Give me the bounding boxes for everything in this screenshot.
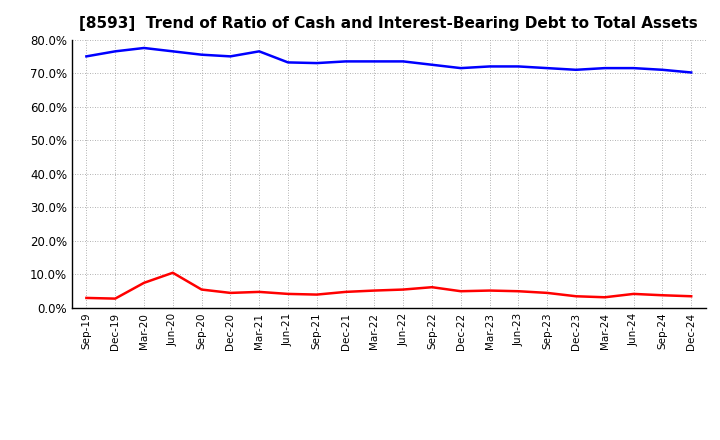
Cash	[543, 290, 552, 296]
Cash	[111, 296, 120, 301]
Interest-Bearing Debt	[428, 62, 436, 67]
Interest-Bearing Debt	[82, 54, 91, 59]
Interest-Bearing Debt	[111, 49, 120, 54]
Interest-Bearing Debt	[370, 59, 379, 64]
Cash	[284, 291, 292, 297]
Cash	[572, 293, 580, 299]
Cash	[255, 289, 264, 294]
Interest-Bearing Debt	[456, 66, 465, 71]
Cash	[399, 287, 408, 292]
Interest-Bearing Debt	[226, 54, 235, 59]
Interest-Bearing Debt	[341, 59, 350, 64]
Title: [8593]  Trend of Ratio of Cash and Interest-Bearing Debt to Total Assets: [8593] Trend of Ratio of Cash and Intere…	[79, 16, 698, 32]
Interest-Bearing Debt	[687, 70, 696, 75]
Cash	[658, 293, 667, 298]
Interest-Bearing Debt	[658, 67, 667, 73]
Interest-Bearing Debt	[168, 49, 177, 54]
Interest-Bearing Debt	[284, 60, 292, 65]
Interest-Bearing Debt	[543, 66, 552, 71]
Cash	[370, 288, 379, 293]
Interest-Bearing Debt	[140, 45, 148, 51]
Cash	[82, 295, 91, 301]
Cash	[312, 292, 321, 297]
Cash	[226, 290, 235, 296]
Cash	[514, 289, 523, 294]
Line: Cash: Cash	[86, 273, 691, 299]
Cash	[428, 285, 436, 290]
Interest-Bearing Debt	[629, 66, 638, 71]
Cash	[456, 289, 465, 294]
Interest-Bearing Debt	[600, 66, 609, 71]
Interest-Bearing Debt	[399, 59, 408, 64]
Cash	[600, 295, 609, 300]
Cash	[687, 293, 696, 299]
Cash	[140, 280, 148, 286]
Interest-Bearing Debt	[514, 64, 523, 69]
Interest-Bearing Debt	[312, 60, 321, 66]
Cash	[485, 288, 494, 293]
Interest-Bearing Debt	[485, 64, 494, 69]
Cash	[629, 291, 638, 297]
Interest-Bearing Debt	[197, 52, 206, 57]
Cash	[197, 287, 206, 292]
Cash	[168, 270, 177, 275]
Cash	[341, 289, 350, 294]
Interest-Bearing Debt	[572, 67, 580, 73]
Interest-Bearing Debt	[255, 49, 264, 54]
Line: Interest-Bearing Debt: Interest-Bearing Debt	[86, 48, 691, 73]
